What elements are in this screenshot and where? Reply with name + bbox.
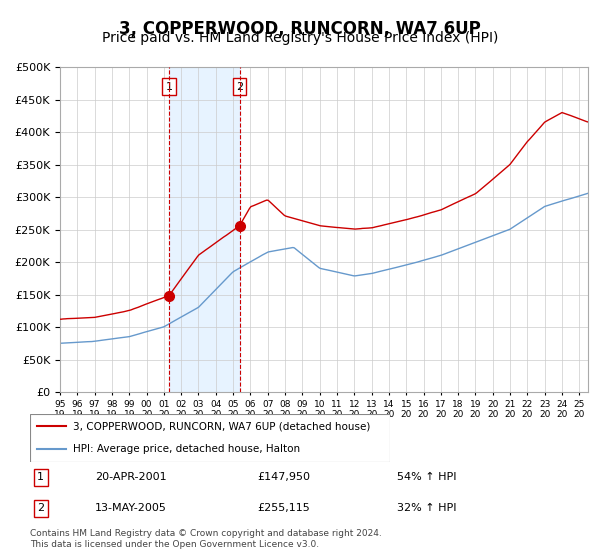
- Text: £147,950: £147,950: [257, 473, 310, 482]
- Text: £255,115: £255,115: [257, 503, 310, 513]
- Text: Contains HM Land Registry data © Crown copyright and database right 2024.
This d: Contains HM Land Registry data © Crown c…: [30, 529, 382, 549]
- Text: 32% ↑ HPI: 32% ↑ HPI: [397, 503, 457, 513]
- Text: 3, COPPERWOOD, RUNCORN, WA7 6UP (detached house): 3, COPPERWOOD, RUNCORN, WA7 6UP (detache…: [73, 421, 371, 431]
- FancyBboxPatch shape: [30, 414, 390, 462]
- Text: 20-APR-2001: 20-APR-2001: [95, 473, 166, 482]
- Text: 13-MAY-2005: 13-MAY-2005: [95, 503, 167, 513]
- Bar: [169, 67, 239, 392]
- Text: 2: 2: [37, 503, 44, 513]
- Text: Price paid vs. HM Land Registry's House Price Index (HPI): Price paid vs. HM Land Registry's House …: [102, 31, 498, 45]
- Text: 54% ↑ HPI: 54% ↑ HPI: [397, 473, 457, 482]
- Text: 3, COPPERWOOD, RUNCORN, WA7 6UP: 3, COPPERWOOD, RUNCORN, WA7 6UP: [119, 20, 481, 38]
- Text: 1: 1: [166, 82, 173, 92]
- Text: HPI: Average price, detached house, Halton: HPI: Average price, detached house, Halt…: [73, 444, 301, 454]
- Text: 1: 1: [37, 473, 44, 482]
- Text: 2: 2: [236, 82, 243, 92]
